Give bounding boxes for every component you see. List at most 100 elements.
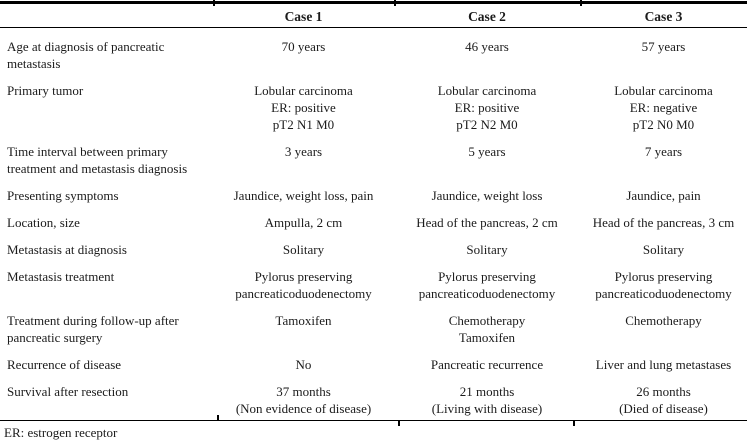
corner-cell [0, 3, 213, 28]
text-line: Pylorus preserving [614, 268, 713, 284]
text-line: Tamoxifen [275, 312, 332, 328]
text-line: Treatment during follow-up after [7, 312, 179, 328]
text-line: Solitary [466, 241, 508, 257]
case-value: Head of the pancreas, 3 cm [580, 204, 747, 231]
column-boundary-tick [573, 421, 575, 426]
table-footnote: ER: estrogen receptor [4, 425, 118, 440]
table-row: Presenting symptoms Jaundice, weight loss… [0, 177, 747, 204]
text-line: Pylorus preserving [254, 268, 353, 284]
row-label: Time interval between primary treatment a… [0, 133, 213, 177]
row-label: Metastasis at diagnosis [0, 231, 213, 258]
text-line: pancreaticoduodenectomy [595, 285, 732, 301]
text-line: 37 months [276, 383, 331, 399]
case-comparison-table: Case 1 Case 2 Case 3 Age at diagnosis of… [0, 3, 747, 420]
text-line: 57 years [641, 38, 686, 54]
case-value: Solitary [394, 231, 580, 258]
text-line: Lobular carcinoma [614, 82, 713, 98]
table-header: Case 1 Case 2 Case 3 [0, 3, 747, 28]
column-header-case3: Case 3 [580, 3, 747, 28]
case-value: Pylorus preserving pancreaticoduodenectom… [213, 258, 394, 302]
case-value: 7 years [580, 133, 747, 177]
text-line: (Living with disease) [431, 400, 543, 416]
row-label: Treatment during follow-up after pancreat… [0, 302, 213, 346]
row-label: Recurrence of disease [0, 346, 213, 373]
table-row: Location, size Ampulla, 2 cm Head of the p… [0, 204, 747, 231]
text-line: 21 months [459, 383, 515, 399]
case-value: 5 years [394, 133, 580, 177]
text-line: Chemotherapy [448, 312, 526, 328]
text-line: pT2 N1 M0 [272, 116, 335, 132]
text-line: Jaundice, weight loss [431, 187, 543, 203]
case-value: 70 years [213, 27, 394, 72]
case-value: 26 months (Died of disease) [580, 373, 747, 420]
text-line: ER: negative [629, 99, 698, 115]
text-line: Time interval between primary [7, 143, 168, 159]
case-value: Ampulla, 2 cm [213, 204, 394, 231]
case-value: Lobular carcinoma ER: positive pT2 N1 M0 [213, 72, 394, 133]
case-value: Jaundice, weight loss, pain [213, 177, 394, 204]
text-line: No [295, 356, 312, 372]
text-line: Ampulla, 2 cm [264, 214, 343, 230]
text-line: Presenting symptoms [7, 187, 119, 203]
row-label: Primary tumor [0, 72, 213, 133]
row-label: Metastasis treatment [0, 258, 213, 302]
column-header-case1: Case 1 [213, 3, 394, 28]
case-value: Liver and lung metastases [580, 346, 747, 373]
text-line: 5 years [468, 143, 506, 159]
case-value: Lobular carcinoma ER: positive pT2 N2 M0 [394, 72, 580, 133]
text-line: ER: positive [454, 99, 520, 115]
text-line: Jaundice, weight loss, pain [233, 187, 374, 203]
case-value: 46 years [394, 27, 580, 72]
case-value: Chemotherapy Tamoxifen [394, 302, 580, 346]
text-line: Solitary [642, 241, 685, 257]
text-line: Metastasis treatment [7, 268, 115, 284]
text-line: Jaundice, pain [626, 187, 701, 203]
text-line: pT2 N0 M0 [632, 116, 695, 132]
text-line: pancreaticoduodenectomy [418, 285, 556, 301]
text-line: pancreatic surgery [7, 329, 103, 345]
table-row: Metastasis at diagnosis Solitary Solitary S… [0, 231, 747, 258]
case-value: Pancreatic recurrence [394, 346, 580, 373]
table-body: Age at diagnosis of pancreatic metastasis… [0, 27, 747, 420]
text-line: Lobular carcinoma [254, 82, 353, 98]
row-label: Presenting symptoms [0, 177, 213, 204]
case-value: Pylorus preserving pancreaticoduodenectom… [580, 258, 747, 302]
column-boundary-tick [398, 421, 400, 426]
text-line: Age at diagnosis of pancreatic [7, 38, 165, 54]
text-line: Pancreatic recurrence [430, 356, 544, 372]
text-line: Survival after resection [7, 383, 129, 399]
case-value: 57 years [580, 27, 747, 72]
text-line: 7 years [644, 143, 683, 159]
case-value: Solitary [580, 231, 747, 258]
text-line: 70 years [281, 38, 326, 54]
text-line: (Died of disease) [619, 400, 708, 416]
table-row: Time interval between primary treatment a… [0, 133, 747, 177]
table-row: Age at diagnosis of pancreatic metastasis… [0, 27, 747, 72]
case-value: Jaundice, weight loss [394, 177, 580, 204]
text-line: pT2 N2 M0 [456, 116, 518, 132]
text-line: Lobular carcinoma [437, 82, 537, 98]
case-value: Lobular carcinoma ER: negative pT2 N0 M0 [580, 72, 747, 133]
text-line: Head of the pancreas, 3 cm [592, 214, 735, 230]
text-line: Tamoxifen [458, 329, 516, 345]
text-line: (Non evidence of disease) [235, 400, 372, 416]
column-boundary-tick [217, 414, 219, 420]
case-value: Solitary [213, 231, 394, 258]
case-value: 37 months (Non evidence of disease) [213, 373, 394, 420]
text-line: pancreaticoduodenectomy [235, 285, 372, 301]
row-label: Location, size [0, 204, 213, 231]
table-row: Survival after resection 37 months (Non ev… [0, 373, 747, 420]
text-line: 46 years [465, 38, 509, 54]
table-row: Recurrence of disease No Pancreatic recurr… [0, 346, 747, 373]
text-line: Pylorus preserving [438, 268, 536, 284]
text-line: 26 months [636, 383, 691, 399]
text-line: Solitary [282, 241, 325, 257]
text-line: Primary tumor [7, 82, 84, 98]
case-value: Chemotherapy [580, 302, 747, 346]
column-header-case2: Case 2 [394, 3, 580, 28]
table-row: Metastasis treatment Pylorus preserving pa… [0, 258, 747, 302]
case-value: 3 years [213, 133, 394, 177]
text-line: ER: positive [271, 99, 336, 115]
text-line: Recurrence of disease [7, 356, 122, 372]
